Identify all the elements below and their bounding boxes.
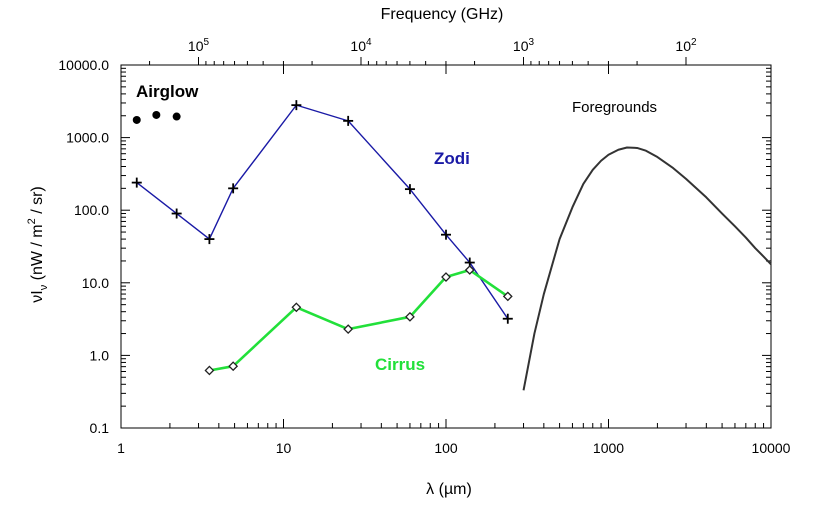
- zodi-point: [171, 208, 182, 219]
- plot-frame: [120, 64, 772, 429]
- cirrus-point: [502, 291, 513, 302]
- series-layer: [131, 100, 772, 391]
- ticks-layer: 1 10 100 1000 10000 0.1 1.0 10.0 100.0 1000.0 1000…: [58, 37, 790, 456]
- zodi-label: Zodi: [434, 149, 470, 168]
- y-axis-title: νIν (nW / m2 / sr): [26, 186, 50, 303]
- labels-layer: Frequency (GHz) λ (µm) νIν (nW / m2 / sr) A…: [26, 6, 657, 498]
- cirrus-line: [209, 268, 509, 372]
- freq-tick-label: 103: [513, 37, 535, 54]
- y-tick-label: 100.0: [74, 202, 109, 218]
- airglow-point: [172, 112, 181, 121]
- airglow-point: [152, 110, 161, 119]
- zodi-point: [228, 183, 239, 194]
- zodi-point: [291, 100, 302, 111]
- top-axis-title: Frequency (GHz): [381, 6, 504, 23]
- cirrus-point: [343, 324, 354, 335]
- x-tick-label: 1: [117, 440, 125, 456]
- y-tick-label: 1000.0: [66, 130, 109, 146]
- x-tick-label: 10: [276, 440, 292, 456]
- y-tick-label: 0.1: [90, 420, 110, 436]
- cirrus-point: [291, 302, 302, 313]
- x-tick-label: 100: [434, 440, 458, 456]
- y-tick-label: 10000.0: [58, 57, 109, 73]
- cirrus-point: [405, 311, 415, 322]
- freq-tick-label: 102: [675, 37, 697, 54]
- zodi-point: [441, 229, 451, 240]
- freq-tick-label: 104: [350, 37, 372, 54]
- x-tick-label: 10000: [752, 440, 791, 456]
- zodi-line: [136, 104, 509, 320]
- foregrounds-label: Foregrounds: [572, 99, 657, 116]
- cirrus-point: [228, 361, 239, 372]
- zodi-point: [502, 313, 513, 324]
- x-tick-label: 1000: [593, 440, 624, 456]
- y-tick-label: 10.0: [82, 275, 109, 291]
- zodi-point: [204, 234, 215, 245]
- cirrus-label: Cirrus: [375, 355, 425, 374]
- cirrus-point: [204, 365, 215, 376]
- foregrounds-line: [522, 146, 772, 391]
- cirrus-point: [441, 272, 451, 282]
- freq-tick-label: 105: [188, 37, 210, 54]
- airglow-label: Airglow: [136, 82, 199, 101]
- zodi-point: [343, 115, 354, 126]
- zodi-point: [404, 184, 415, 195]
- x-axis-title: λ (µm): [426, 481, 472, 498]
- y-tick-label: 1.0: [90, 347, 110, 363]
- airglow-point: [132, 115, 141, 124]
- zodi-point: [131, 177, 142, 188]
- cirrus-point: [464, 265, 475, 275]
